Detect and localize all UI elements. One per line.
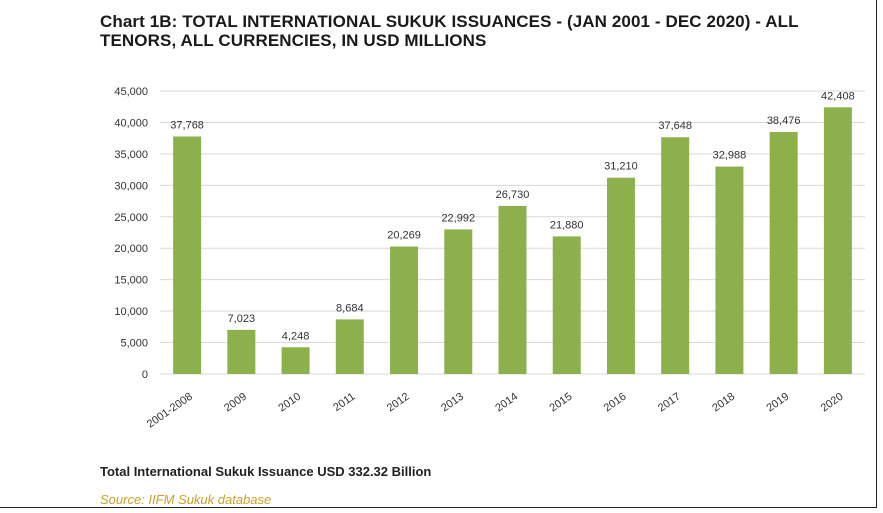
bar	[390, 246, 419, 374]
y-tick-label: 40,000	[114, 117, 148, 129]
bar-value-label: 32,988	[713, 150, 747, 162]
bar-value-label: 7,023	[228, 313, 256, 325]
bar-value-label: 22,992	[441, 212, 475, 224]
y-tick-label: 35,000	[114, 149, 148, 161]
bar	[444, 229, 473, 374]
bar	[552, 236, 581, 374]
y-tick-label: 10,000	[114, 306, 148, 318]
bar-value-label: 31,210	[604, 161, 638, 173]
x-tick-label: 2010	[276, 391, 303, 415]
bar-value-label: 20,269	[387, 230, 421, 242]
x-tick-label: 2011	[331, 391, 357, 414]
x-tick-label: 2020	[819, 391, 846, 415]
bar	[661, 137, 690, 374]
y-axis-ticks: 0 5,000 10,000 15,000 20,000 25,000 30,000 35,0…	[114, 86, 148, 381]
bar-value-label: 8,684	[336, 302, 364, 314]
bar	[715, 166, 744, 374]
x-tick-label: 2019	[764, 391, 791, 415]
bar	[335, 319, 364, 374]
y-tick-label: 45,000	[114, 86, 148, 98]
x-tick-label: 2014	[493, 391, 520, 415]
bar-value-label: 38,476	[767, 115, 801, 127]
x-tick-label: 2012	[385, 391, 412, 415]
bar	[227, 329, 256, 374]
x-tick-label: 2016	[602, 391, 629, 415]
bar	[173, 136, 202, 374]
bar	[281, 347, 310, 374]
bar	[823, 107, 852, 375]
bar-value-label: 37,768	[170, 119, 204, 131]
y-tick-label: 15,000	[114, 275, 148, 287]
x-tick-label: 2017	[656, 391, 683, 415]
source-note: Source: IIFM Sukuk database	[100, 492, 272, 507]
y-tick-label: 30,000	[114, 180, 148, 192]
total-issuance-note: Total International Sukuk Issuance USD 3…	[100, 464, 432, 479]
bar-value-label: 21,880	[550, 219, 584, 231]
y-tick-label: 5,000	[120, 338, 148, 350]
x-tick-label: 2015	[548, 391, 575, 415]
bar	[498, 205, 527, 374]
x-tick-label: 2018	[710, 391, 737, 415]
bar	[769, 132, 798, 374]
bar-value-labels: 37,768 7,023 4,248 8,684 20,269 22,992 26,730 2…	[170, 90, 854, 342]
x-tick-label: 2001-2008	[145, 391, 195, 431]
bar-value-label: 26,730	[496, 189, 530, 201]
chart-title: Chart 1B: TOTAL INTERNATIONAL SUKUK ISSU…	[100, 12, 799, 50]
y-tick-label: 20,000	[114, 243, 148, 255]
bar-value-label: 42,408	[821, 90, 855, 102]
y-tick-label: 0	[142, 369, 148, 381]
x-axis-ticks: 2001-2008 2009 2010 2011 2012 2013 2014 2015 201…	[145, 391, 846, 431]
bar-value-label: 4,248	[282, 330, 310, 342]
x-tick-label: 2013	[439, 391, 466, 415]
bar-chart: 0 5,000 10,000 15,000 20,000 25,000 30,000 35,0…	[114, 86, 865, 431]
bars	[173, 107, 852, 375]
y-tick-label: 25,000	[114, 212, 148, 224]
bar-value-label: 37,648	[658, 120, 692, 132]
x-tick-label: 2009	[222, 391, 249, 415]
bar	[606, 177, 635, 374]
